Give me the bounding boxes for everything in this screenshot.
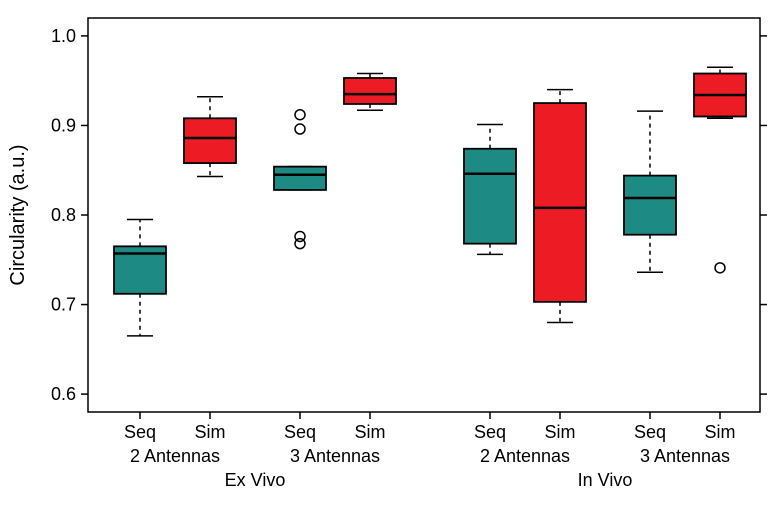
x-supergroup-label: Ex Vivo (225, 470, 286, 490)
x-tick-label: Seq (124, 422, 156, 442)
x-tick-label: Seq (634, 422, 666, 442)
box-rect (344, 78, 396, 104)
y-axis-title: Circularity (a.u.) (7, 144, 29, 285)
y-tick-label: 0.9 (51, 115, 76, 135)
x-group-label: 2 Antennas (130, 446, 220, 466)
y-tick-label: 0.7 (51, 295, 76, 315)
x-supergroup-label: In Vivo (578, 470, 633, 490)
box-rect (464, 149, 516, 244)
box-inv-2-sim (534, 90, 586, 323)
box-rect (534, 103, 586, 302)
x-tick-label: Sim (705, 422, 736, 442)
x-tick-label: Seq (284, 422, 316, 442)
y-tick-label: 1.0 (51, 26, 76, 46)
x-group-label: 3 Antennas (290, 446, 380, 466)
x-tick-label: Sim (355, 422, 386, 442)
box-rect (624, 176, 676, 235)
x-tick-label: Sim (545, 422, 576, 442)
x-group-label: 2 Antennas (480, 446, 570, 466)
box-exv-3-sim (344, 74, 396, 111)
x-tick-label: Seq (474, 422, 506, 442)
box-rect (274, 167, 326, 190)
x-tick-label: Sim (195, 422, 226, 442)
y-tick-label: 0.8 (51, 205, 76, 225)
circularity-boxplot: 0.6 0.7 0.8 0.9 1.0 Circularity (a.u.) Seq Sim S… (0, 0, 780, 506)
y-tick-label: 0.6 (51, 384, 76, 404)
box-rect (184, 118, 236, 163)
x-group-label: 3 Antennas (640, 446, 730, 466)
